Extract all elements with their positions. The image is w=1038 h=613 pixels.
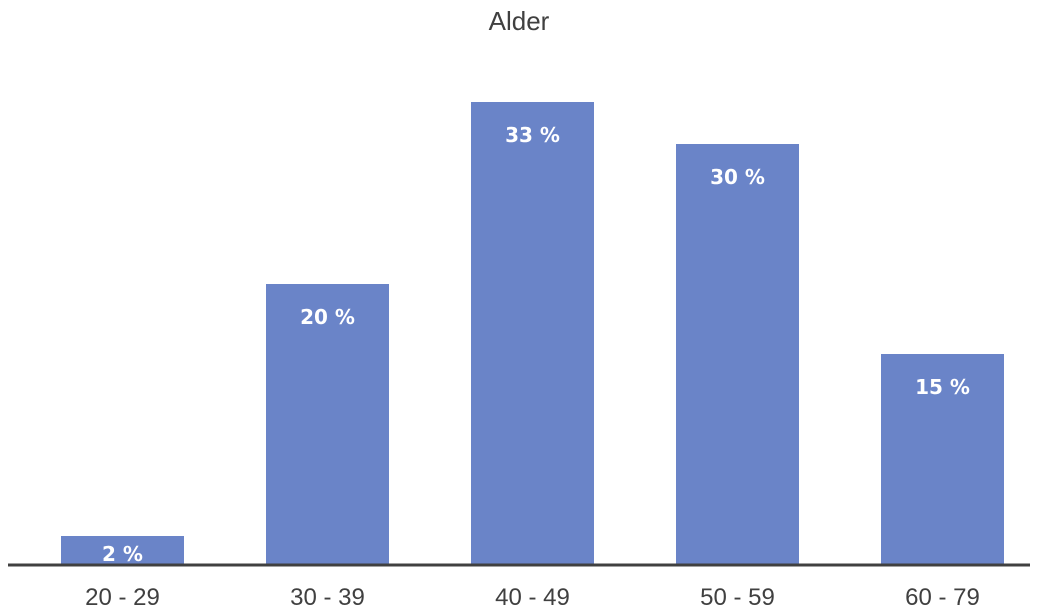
- bar-60-79: [881, 354, 1004, 564]
- bar-50-59: [676, 144, 799, 564]
- bar-40-49: [471, 102, 594, 564]
- bar-20-29: [61, 536, 184, 564]
- x-tick-label: 20 - 29: [85, 584, 160, 611]
- data-label: 33 %: [505, 123, 560, 147]
- x-tick-label: 50 - 59: [700, 584, 775, 611]
- data-label: 2 %: [102, 542, 143, 566]
- bar-30-39: [266, 284, 389, 564]
- x-tick-label: 60 - 79: [905, 584, 980, 611]
- x-tick-label: 30 - 39: [290, 584, 365, 611]
- x-tick-label: 40 - 49: [495, 584, 570, 611]
- data-label: 20 %: [300, 305, 355, 329]
- data-label: 15 %: [915, 375, 970, 399]
- data-label: 30 %: [710, 165, 765, 189]
- chart-title: Alder: [488, 6, 550, 36]
